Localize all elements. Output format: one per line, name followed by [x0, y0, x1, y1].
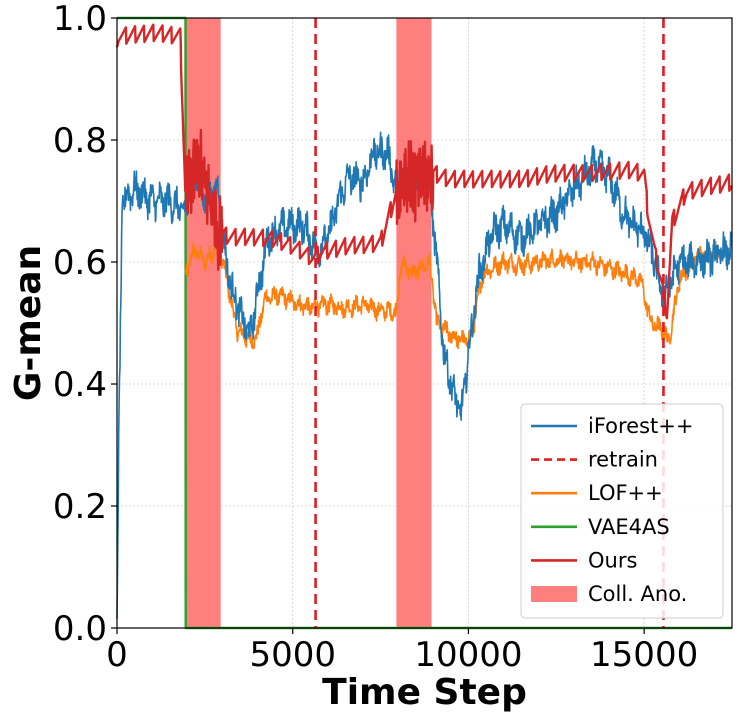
y-axis-title: G-mean	[8, 245, 49, 401]
coll-ano-region	[185, 18, 221, 628]
y-tick-label: 1.0	[53, 0, 107, 39]
x-tick-label: 10000	[414, 635, 522, 675]
y-tick-label: 0.6	[53, 243, 107, 283]
y-tick-label: 0.0	[53, 609, 107, 649]
axis-ticks: 0 5000 10000 15000 0.0 0.2 0.4 0.6 0.8 1.0	[53, 0, 698, 675]
legend-box	[520, 403, 724, 619]
x-tick-label: 5000	[249, 635, 336, 675]
coll-ano-region	[396, 18, 432, 628]
y-tick-label: 0.2	[53, 487, 107, 527]
collective-anomaly-regions	[185, 18, 432, 628]
legend-label: retrain	[588, 448, 658, 472]
series-ours-line	[115, 23, 733, 320]
plot-frame	[116, 17, 733, 629]
x-tick-label: 15000	[590, 635, 698, 675]
legend-swatch	[531, 586, 577, 602]
legend-label: Ours	[588, 548, 637, 572]
legend-label: iForest++	[588, 414, 693, 438]
retrain-lines	[314, 18, 665, 628]
legend: iForest++ retrain LOF++ VAE4AS Ours Coll. Ano…	[520, 403, 724, 619]
x-tick-label: 0	[106, 635, 128, 675]
x-axis-title: Time Step	[322, 672, 527, 713]
series-lof--line	[184, 238, 733, 350]
legend-label: VAE4AS	[588, 515, 670, 539]
legend-label: LOF++	[588, 481, 663, 505]
legend-label: Coll. Ano.	[588, 582, 687, 606]
y-tick-label: 0.8	[53, 121, 107, 161]
y-tick-label: 0.4	[53, 365, 107, 405]
